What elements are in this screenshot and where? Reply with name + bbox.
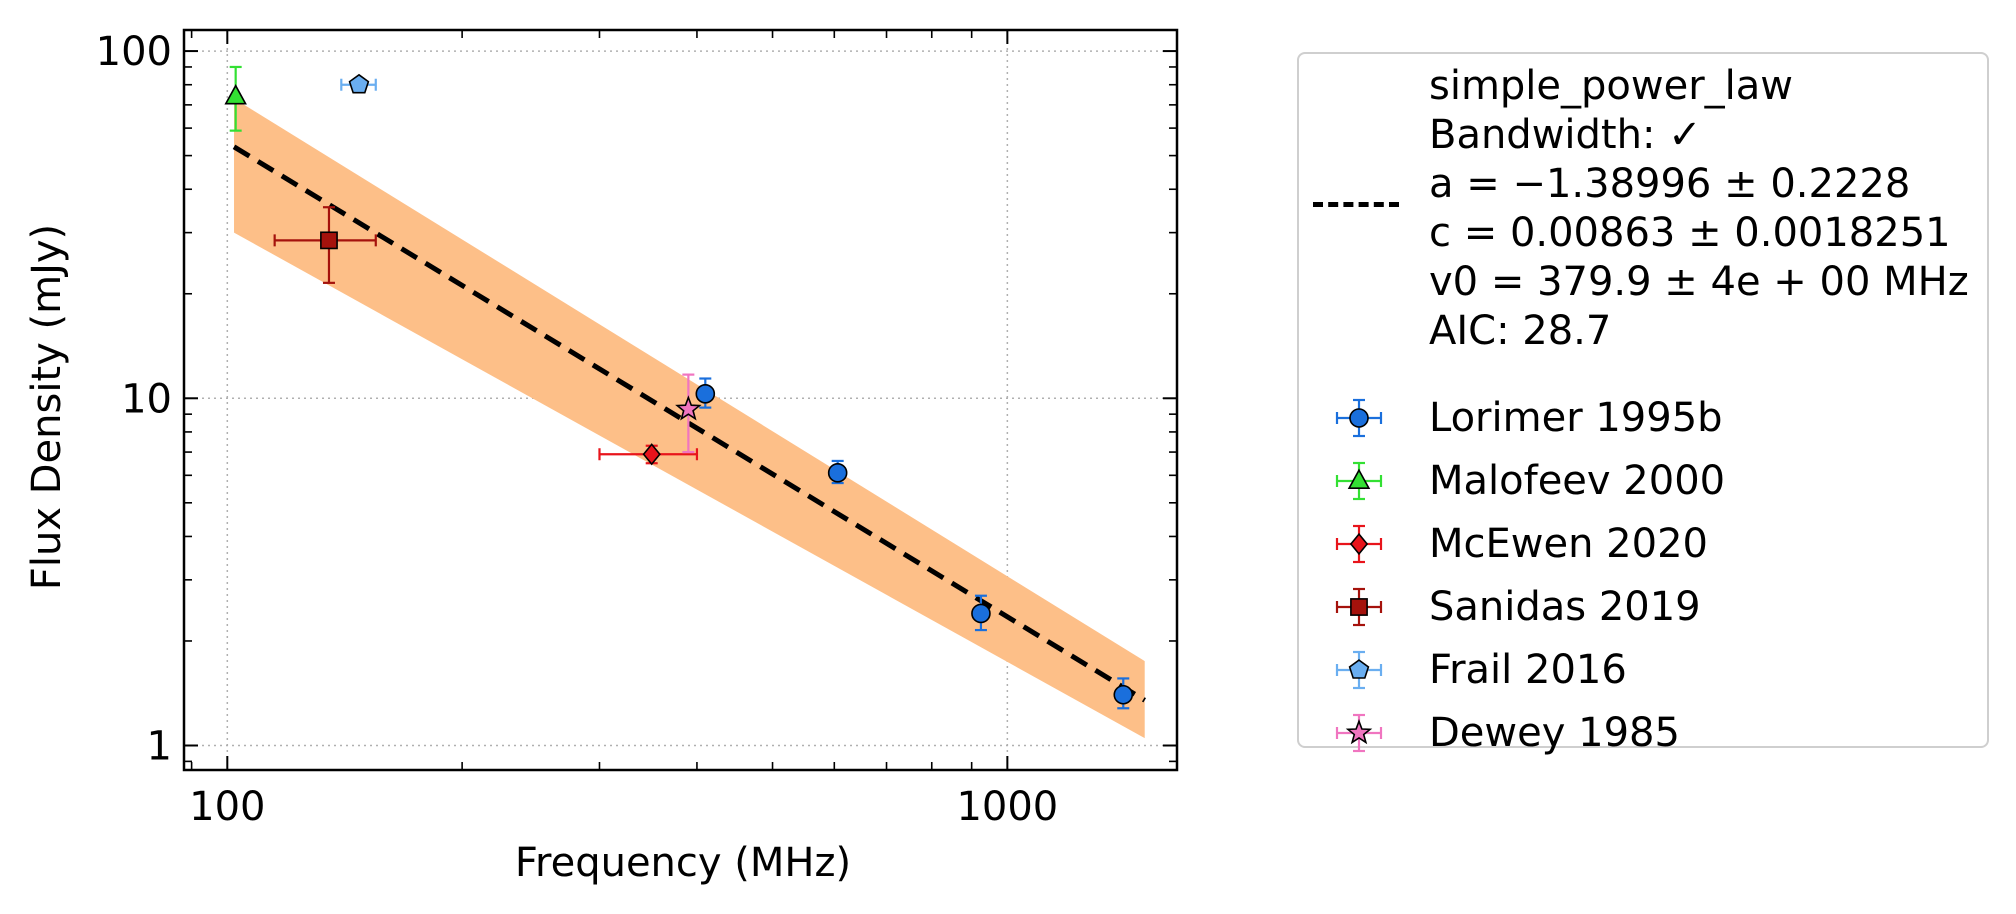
- legend-marker: [1335, 524, 1383, 564]
- series-frail-2016: [340, 73, 377, 94]
- series-lorimer-1995b: [695, 377, 1134, 710]
- legend-marker-shape: [1349, 532, 1369, 556]
- series-malofeev-2000: [224, 65, 247, 132]
- data-point: [971, 603, 991, 624]
- legend-label: Malofeev 2000: [1429, 458, 1726, 504]
- legend-label: Sanidas 2019: [1429, 584, 1701, 630]
- y-tick-label: 100: [96, 29, 172, 75]
- legend-marker: [1335, 713, 1383, 753]
- series-mcewen-2020: [598, 443, 699, 466]
- legend-marker: [1335, 587, 1383, 627]
- legend-label: Frail 2016: [1429, 647, 1627, 693]
- series-dewey-1985: [675, 373, 702, 454]
- legend-marker-shape: [1349, 408, 1369, 428]
- legend-marker-shape: [1347, 468, 1371, 490]
- legend-entry: Frail 2016: [1299, 640, 1979, 700]
- legend-marker-shape: [1348, 659, 1370, 679]
- fit-param-a: a = −1.38996 ± 0.2228: [1429, 161, 1911, 207]
- legend-entry: Dewey 1985: [1299, 703, 1979, 763]
- data-point: [675, 395, 702, 421]
- y-axis-label: Flux Density (mJy): [24, 224, 70, 590]
- y-tick-label: 10: [121, 376, 172, 422]
- fit-param-c: c = 0.00863 ± 0.0018251: [1429, 210, 1951, 256]
- legend-label: Dewey 1985: [1429, 710, 1680, 756]
- plot-axes: 100 1000 1 10 100: [96, 28, 1179, 830]
- x-axis-label: Frequency (MHz): [515, 840, 851, 886]
- legend-fit-entry: simple_power_law Bandwidth: ✓ a = −1.389…: [1429, 62, 1969, 356]
- series-sanidas-2019: [273, 206, 377, 284]
- data-point: [1113, 684, 1134, 705]
- legend-marker: [1335, 398, 1383, 438]
- legend-label: McEwen 2020: [1429, 521, 1708, 567]
- legend: simple_power_law Bandwidth: ✓ a = −1.389…: [1297, 52, 1989, 756]
- legend-marker: [1335, 650, 1383, 690]
- data-point: [695, 384, 716, 404]
- legend-fit-line-swatch: [1313, 202, 1399, 207]
- legend-entry: Malofeev 2000: [1299, 451, 1979, 511]
- fit-aic: AIC: 28.7: [1429, 308, 1612, 354]
- y-tick-label: 1: [147, 723, 172, 769]
- data-point: [642, 443, 661, 466]
- legend-entry: Sanidas 2019: [1299, 577, 1979, 637]
- fit-param-v0: v0 = 379.9 ± 4e + 00 MHz: [1429, 259, 1969, 305]
- fit-name: simple_power_law: [1429, 63, 1794, 109]
- data-points: [224, 65, 1134, 710]
- legend-marker: [1335, 461, 1383, 501]
- fit-bandwidth: Bandwidth: ✓: [1429, 112, 1702, 158]
- legend-label: Lorimer 1995b: [1429, 395, 1723, 441]
- legend-entry: Lorimer 1995b: [1299, 388, 1979, 448]
- plot-frame: [182, 28, 1179, 772]
- legend-entry: McEwen 2020: [1299, 514, 1979, 574]
- x-tick-label: 100: [189, 784, 265, 830]
- data-point: [320, 231, 338, 250]
- legend-marker-shape: [1345, 719, 1373, 745]
- data-point: [827, 463, 848, 483]
- data-point: [348, 73, 370, 94]
- legend-marker-shape: [1350, 598, 1368, 616]
- x-tick-label: 1000: [956, 784, 1058, 830]
- data-point: [224, 84, 247, 105]
